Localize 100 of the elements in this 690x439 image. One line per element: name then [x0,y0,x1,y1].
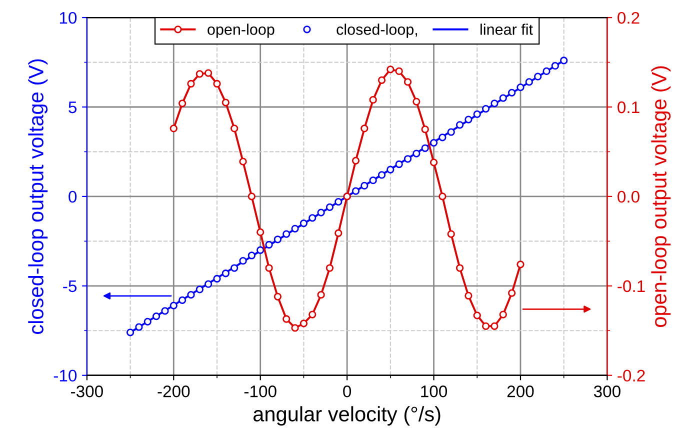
point [499,94,507,102]
x-tick-label: -300 [71,386,103,398]
point [542,67,550,76]
point [360,182,368,190]
y-tick-label: -10 [54,370,77,382]
y2-tick-label: -0.2 [618,370,645,382]
point [152,312,160,320]
y2-axis-title: open-loop output voltage (V) [651,66,671,328]
point [386,166,394,174]
point [456,121,464,129]
point [256,228,264,236]
point [352,156,360,164]
legend-label: open-loop [208,24,274,38]
y-tick-label: -5 [63,280,77,292]
point [395,67,403,76]
point [300,219,308,228]
point [204,69,212,77]
x-tick-label: -100 [244,386,276,398]
y-tick-label: 5 [68,102,77,114]
point [378,76,386,84]
point [421,126,429,134]
point [265,264,273,272]
point [256,246,264,254]
point [196,286,204,294]
point [196,70,204,78]
point [170,302,178,310]
y2-tick-label: -0.1 [618,280,645,292]
point [378,171,386,179]
point [516,84,524,92]
point [352,187,360,195]
point [438,192,446,200]
point [404,155,412,163]
point [187,80,195,88]
point [447,128,455,136]
point [430,158,438,166]
point [230,264,238,272]
point [317,291,325,299]
point [222,98,230,106]
x-tick-label: 100 [421,386,448,398]
point [326,203,334,212]
point [386,66,394,74]
point [291,324,299,332]
point [135,323,143,331]
point [265,240,273,249]
point [274,236,282,244]
point [473,312,481,320]
point [508,289,516,297]
point [516,260,524,268]
point [482,104,490,113]
y-tick-label: 10 [60,12,77,24]
point [473,110,481,118]
point [274,292,282,300]
point [430,138,438,147]
point [464,292,472,300]
y-axis-title: closed-loop output voltage (V) [28,59,48,334]
point [282,230,290,238]
point [239,158,247,166]
y2-tick-label: 0.1 [618,101,640,114]
point [178,100,186,108]
point [412,98,420,106]
point [282,315,290,323]
point [412,150,420,158]
point [334,198,342,206]
point [144,318,152,326]
point [326,264,334,272]
legend-label: linear fit [480,24,533,35]
point [308,310,316,318]
point [170,124,178,132]
point [213,274,221,283]
point [300,320,308,328]
y2-tick-label: 0.0 [618,190,640,203]
point [456,264,464,272]
point [490,322,498,330]
point [308,214,316,222]
point [204,280,212,288]
point [525,78,533,86]
point [499,310,507,318]
point [404,78,412,86]
point [482,322,490,330]
point [395,160,403,168]
point [369,176,377,184]
point [213,80,221,88]
x-tick-label: 0 [343,386,352,398]
point [248,252,256,260]
point [360,124,368,132]
x-tick-label: 200 [507,386,534,398]
legend-label: closed-loop, [336,24,418,38]
point [508,88,516,97]
point [161,307,169,315]
point [187,291,195,299]
point [490,100,498,108]
point [248,192,256,200]
point [126,328,134,336]
point [178,296,186,304]
point [317,208,325,216]
point [239,257,247,265]
point [447,230,455,238]
y2-tick-label: 0.2 [618,12,640,24]
point [438,134,446,142]
point [464,116,472,124]
